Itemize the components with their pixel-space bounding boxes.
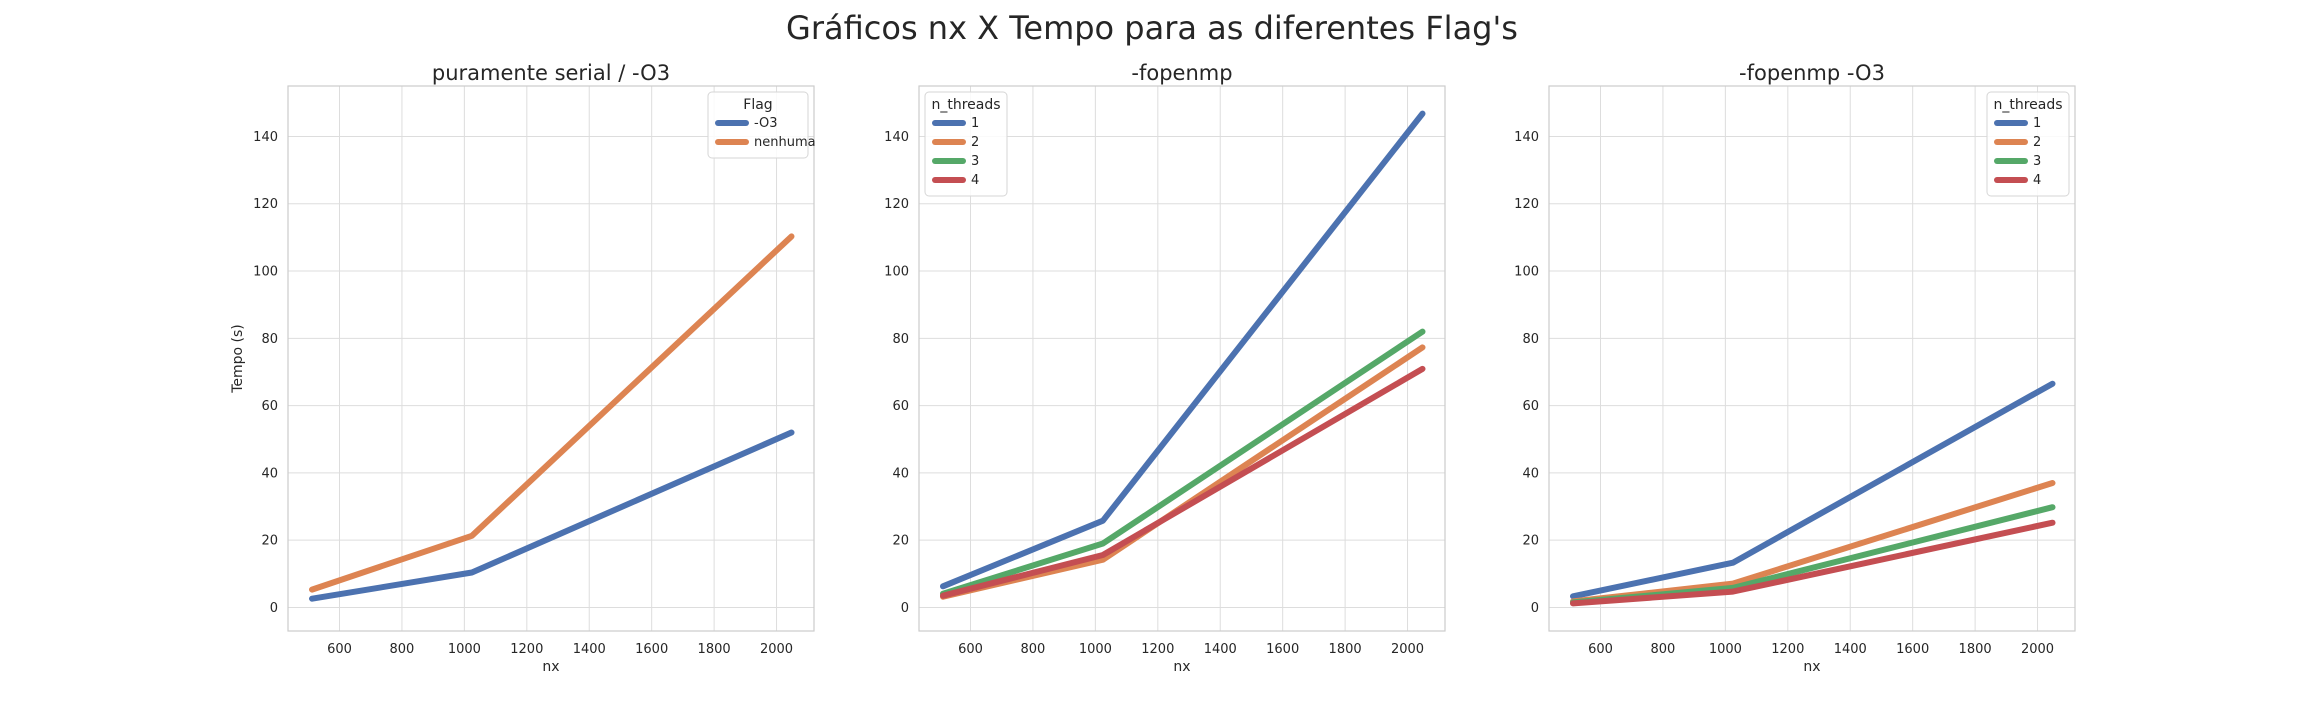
y-tick-label: 80 — [261, 332, 278, 347]
x-tick-label: 1000 — [1709, 642, 1742, 657]
legend-item-label: 2 — [971, 135, 979, 150]
y-tick-label: 20 — [892, 534, 909, 549]
legend-title: n_threads — [1993, 97, 2062, 113]
legend-box — [924, 91, 1008, 197]
legend-item-label: -O3 — [754, 116, 778, 131]
series-line-1 — [1570, 380, 2056, 600]
x-tick-label: 1200 — [1771, 642, 1804, 657]
y-tick-label: 120 — [1514, 197, 1539, 212]
legend: n_threads 1 2 3 4 — [924, 91, 1008, 197]
y-tick-label: 100 — [884, 265, 909, 280]
x-tick-label: 1600 — [1896, 642, 1929, 657]
series-line-4 — [1570, 519, 2056, 607]
y-axis-label: Tempo (s) — [230, 324, 246, 394]
y-tick-label: 120 — [253, 197, 278, 212]
legend-item-label: nenhuma — [754, 135, 816, 150]
y-tick-label: 0 — [270, 601, 278, 616]
subplot-3: 600 800 1000 1200 1400 1600 1800 2000 0 20 40 60 80 1… — [1514, 61, 2076, 675]
y-tick-label: 140 — [253, 130, 278, 145]
y-tick-label: 20 — [1522, 534, 1539, 549]
y-tick-label: 40 — [892, 466, 909, 481]
x-tick-label: 2000 — [1391, 642, 1424, 657]
y-tick-label: 20 — [261, 534, 278, 549]
y-tick-label: 0 — [901, 601, 909, 616]
y-tick-label: 60 — [1522, 399, 1539, 414]
series-line-1 — [309, 429, 795, 602]
x-tick-label: 600 — [327, 642, 352, 657]
y-tick-label: 40 — [261, 466, 278, 481]
x-tick-label: 1400 — [573, 642, 606, 657]
legend-item-label: 3 — [971, 154, 979, 169]
y-tick-label: 0 — [1531, 601, 1539, 616]
x-tick-label: 1600 — [1266, 642, 1299, 657]
series-line-4 — [940, 365, 1426, 599]
x-axis-label: nx — [1173, 659, 1190, 675]
legend-item-label: 4 — [2033, 173, 2041, 188]
legend-box — [1986, 91, 2070, 197]
x-tick-label: 1400 — [1834, 642, 1867, 657]
figure-title: Gráficos nx X Tempo para as diferentes F… — [786, 9, 1518, 47]
legend-item-label: 2 — [2033, 135, 2041, 150]
x-tick-label: 800 — [1021, 642, 1046, 657]
subplot-2: 600 800 1000 1200 1400 1600 1800 2000 0 20 40 60 80 1… — [884, 61, 1446, 675]
axes-frame — [1548, 85, 2076, 632]
subplot-1: 600 800 1000 1200 1400 1600 1800 2000 0 20 40 60 80 1… — [230, 61, 816, 675]
series-line-2 — [309, 233, 795, 593]
axes-frame — [287, 85, 815, 632]
subplot-title: -fopenmp — [1131, 61, 1232, 85]
y-tick-label: 80 — [892, 332, 909, 347]
x-tick-label: 800 — [1651, 642, 1676, 657]
x-tick-label: 1200 — [1141, 642, 1174, 657]
subplot-title: puramente serial / -O3 — [432, 61, 670, 85]
x-tick-label: 600 — [958, 642, 983, 657]
x-tick-label: 1800 — [1959, 642, 1992, 657]
x-axis-label: nx — [542, 659, 559, 675]
legend: n_threads 1 2 3 4 — [1986, 91, 2070, 197]
subplot-title: -fopenmp -O3 — [1739, 61, 1885, 85]
legend-title: Flag — [743, 97, 772, 113]
x-tick-label: 800 — [390, 642, 415, 657]
subplots: 600 800 1000 1200 1400 1600 1800 20000204060801… — [230, 61, 2076, 675]
legend-item-label: 1 — [971, 116, 979, 131]
series-line-1 — [940, 110, 1426, 590]
x-tick-label: 600 — [1588, 642, 1613, 657]
plot-area — [288, 86, 814, 631]
x-tick-label: 2000 — [2021, 642, 2054, 657]
x-tick-label: 1000 — [1079, 642, 1112, 657]
y-tick-label: 40 — [1522, 466, 1539, 481]
legend-item-label: 1 — [2033, 116, 2041, 131]
y-tick-label: 120 — [884, 197, 909, 212]
y-tick-label: 60 — [892, 399, 909, 414]
y-tick-label: 100 — [253, 265, 278, 280]
legend-item-label: 3 — [2033, 154, 2041, 169]
x-tick-label: 2000 — [760, 642, 793, 657]
y-tick-label: 60 — [261, 399, 278, 414]
series-line-3 — [940, 328, 1426, 597]
y-tick-label: 140 — [884, 130, 909, 145]
axes-frame — [918, 85, 1446, 632]
legend: Flag -O3 nenhuma — [707, 91, 816, 159]
legend-title: n_threads — [931, 97, 1000, 113]
y-tick-label: 80 — [1522, 332, 1539, 347]
x-tick-label: 1800 — [1329, 642, 1362, 657]
y-tick-label: 140 — [1514, 130, 1539, 145]
y-tick-label: 100 — [1514, 265, 1539, 280]
x-tick-label: 1600 — [635, 642, 668, 657]
x-tick-label: 1800 — [698, 642, 731, 657]
x-axis-label: nx — [1803, 659, 1820, 675]
x-tick-label: 1000 — [448, 642, 481, 657]
x-tick-label: 1400 — [1204, 642, 1237, 657]
legend-item-label: 4 — [971, 173, 979, 188]
x-tick-label: 1200 — [510, 642, 543, 657]
